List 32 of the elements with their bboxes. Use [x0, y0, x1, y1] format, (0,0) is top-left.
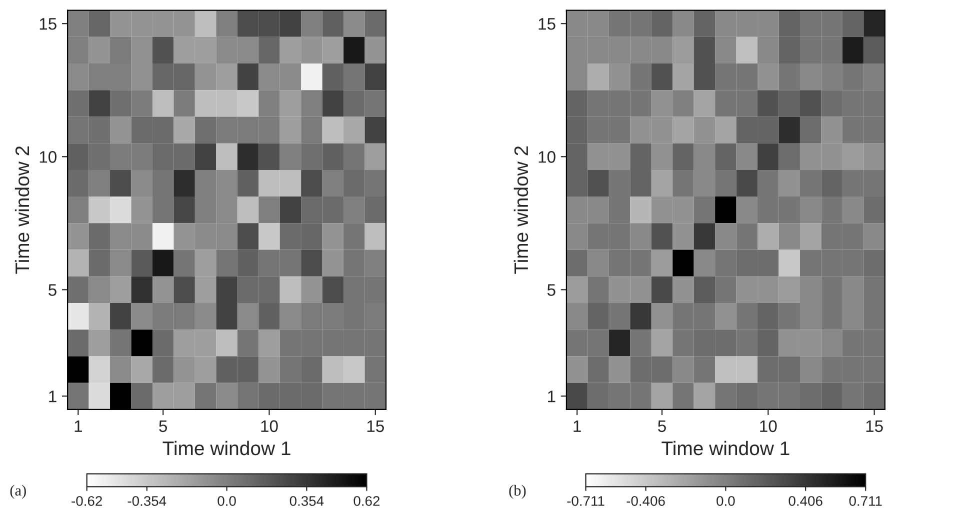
x-tick-label: 1 [574, 420, 581, 432]
color-bar-label: 0.62 [354, 496, 380, 506]
y-tick-label: 10 [40, 151, 56, 163]
color-bar-label: -0.711 [567, 496, 604, 506]
y-axis-title: Time window 2 [14, 146, 30, 274]
x-tick-label: 5 [159, 420, 168, 432]
x-tick-label: 15 [367, 420, 384, 432]
x-axis-title: Time window 1 [662, 440, 790, 456]
y-tick-label: 1 [548, 390, 556, 402]
color-bar-label: 0.0 [716, 496, 735, 506]
x-tick-label: 5 [658, 420, 666, 432]
color-bar-label: -0.354 [128, 496, 166, 506]
x-tick-label: 10 [261, 420, 278, 432]
y-axis-title: Time window 2 [514, 146, 528, 274]
color-bar-label: -0.62 [72, 496, 102, 506]
y-tick-label: 15 [40, 18, 56, 30]
y-tick-label: 10 [538, 151, 556, 163]
color-bar-label: -0.406 [626, 496, 665, 506]
y-tick-label: 5 [547, 284, 556, 296]
text: (a) [10, 484, 26, 499]
color-bar-label: 0.711 [849, 496, 882, 506]
text: (b) [509, 484, 526, 499]
x-tick-label: 10 [760, 420, 777, 432]
color-bar-label: 0.354 [290, 496, 324, 506]
y-tick-label: 1 [49, 390, 56, 402]
y-tick-label: 5 [48, 284, 56, 296]
x-tick-label: 15 [866, 420, 883, 432]
y-tick-label: 15 [538, 18, 556, 30]
color-bar-label: 0.406 [788, 496, 822, 506]
x-axis-title: Time window 1 [162, 440, 290, 456]
color-bar-label: 0.0 [218, 496, 236, 506]
x-tick-label: 1 [74, 420, 82, 432]
